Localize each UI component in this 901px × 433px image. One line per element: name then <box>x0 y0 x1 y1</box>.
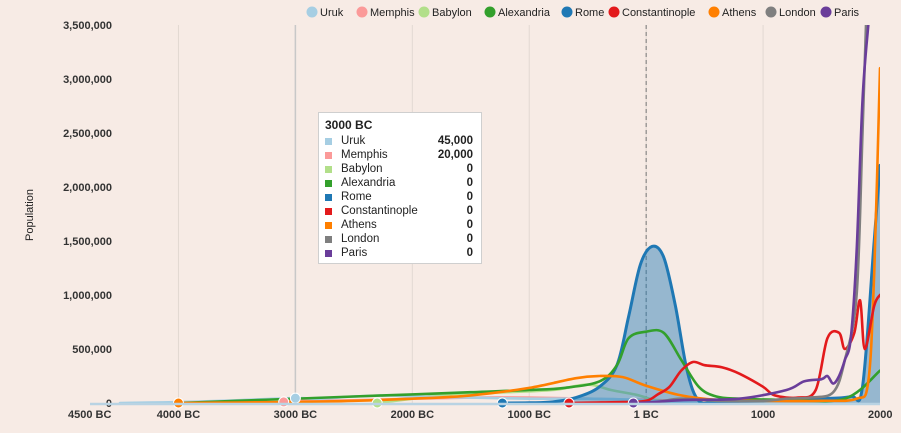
tooltip-swatch <box>325 249 332 257</box>
x-tick-label: 2000 BC <box>391 409 434 421</box>
legend-swatch <box>418 6 430 18</box>
tooltip-series-name: Alexandria <box>341 177 396 189</box>
legend: Uruk Memphis Babylon Alexandria Rome Constant… <box>306 6 860 20</box>
x-tick-label: 1 BC <box>634 409 659 421</box>
tooltip-swatch <box>325 207 332 215</box>
tooltip-series-name: Babylon <box>341 163 383 175</box>
tooltip-series-value: 45,000 <box>437 135 473 147</box>
legend-swatch <box>484 6 496 18</box>
marker-uruk[interactable] <box>289 392 301 404</box>
y-tick-label: 500,000 <box>72 344 112 356</box>
legend-swatch <box>708 6 720 18</box>
legend-label: Babylon <box>432 7 472 19</box>
legend-label: Alexandria <box>498 7 551 19</box>
tooltip-swatch <box>325 235 332 243</box>
y-tick-label: 3,000,000 <box>63 74 112 86</box>
legend-label: Paris <box>834 7 860 19</box>
tooltip-swatch <box>325 151 332 159</box>
tooltip-series-value: 0 <box>466 177 473 189</box>
marker-memphis[interactable] <box>278 396 290 408</box>
y-tick-label: 1,500,000 <box>63 236 112 248</box>
tooltip-row: Paris 0 <box>325 246 473 260</box>
y-tick-label: 2,000,000 <box>63 182 112 194</box>
tooltip-swatch <box>325 137 332 145</box>
tooltip-row: Memphis 20,000 <box>325 148 473 162</box>
reference-lines <box>294 25 647 403</box>
tooltip-row: London 0 <box>325 232 473 246</box>
legend-item-constantinople[interactable]: Constantinople <box>608 6 696 20</box>
tooltip-rows: Uruk 45,000 Memphis 20,000 Babylon 0 Alexandri… <box>325 134 473 260</box>
series-line-athens[interactable] <box>177 66 881 405</box>
x-tick-label: 1000 BC <box>508 409 551 421</box>
tooltip-swatch <box>325 179 332 187</box>
series-line-constantinople[interactable] <box>567 293 880 405</box>
tooltip-series-name: Athens <box>341 219 377 231</box>
legend-item-uruk[interactable]: Uruk <box>306 6 344 20</box>
tooltip-row: Uruk 45,000 <box>325 134 473 148</box>
tooltip-series-value: 0 <box>466 219 473 231</box>
tooltip-series-name: Constantinople <box>341 205 418 217</box>
legend-label: Memphis <box>370 7 415 19</box>
tooltip-row: Athens 0 <box>325 218 473 232</box>
legend-item-london[interactable]: London <box>765 6 816 20</box>
legend-item-babylon[interactable]: Babylon <box>418 6 472 20</box>
legend-swatch <box>765 6 777 18</box>
tooltip-series-name: Uruk <box>341 135 366 147</box>
tooltip-series-name: Paris <box>341 247 368 259</box>
tooltip-series-value: 0 <box>466 163 473 175</box>
y-tick-label: 2,500,000 <box>63 128 112 140</box>
legend-swatch <box>820 6 832 18</box>
tooltip-row: Constantinople 0 <box>325 204 473 218</box>
x-tick-label: 2000 <box>868 409 892 421</box>
legend-label: London <box>779 7 816 19</box>
series-layer <box>118 25 881 405</box>
tooltip-swatch <box>325 221 332 229</box>
tooltip-row: Alexandria 0 <box>325 176 473 190</box>
tooltip-series-value: 0 <box>466 191 473 203</box>
x-tick-label: 1000 <box>751 409 775 421</box>
tooltip-series-value: 20,000 <box>437 149 473 161</box>
y-tick-label: 1,000,000 <box>63 290 112 302</box>
tooltip-swatch <box>325 165 332 173</box>
tooltip: 3000 BC Uruk 45,000 Memphis 20,000 Babylon 0 A… <box>318 112 482 264</box>
series-line-london[interactable] <box>639 25 868 405</box>
tooltip-series-value: 0 <box>466 247 473 259</box>
x-tick-label: 4500 BC <box>68 409 111 421</box>
tooltip-series-value: 0 <box>466 205 473 217</box>
legend-swatch <box>561 6 573 18</box>
legend-item-rome[interactable]: Rome <box>561 6 605 20</box>
legend-item-memphis[interactable]: Memphis <box>356 6 416 20</box>
tooltip-row: Rome 0 <box>325 190 473 204</box>
legend-item-paris[interactable]: Paris <box>820 6 860 20</box>
legend-label: Uruk <box>320 7 344 19</box>
tooltip-series-name: London <box>341 233 380 245</box>
tooltip-series-value: 0 <box>466 233 473 245</box>
legend-swatch <box>306 6 318 18</box>
y-axis: 0500,0001,000,0001,500,0002,000,0002,500… <box>63 20 112 410</box>
tooltip-series-name: Rome <box>341 191 372 203</box>
x-tick-label: 3000 BC <box>274 409 317 421</box>
legend-label: Athens <box>722 7 757 19</box>
tooltip-swatch <box>325 193 332 201</box>
legend-label: Rome <box>575 7 604 19</box>
legend-swatch <box>356 6 368 18</box>
legend-swatch <box>608 6 620 18</box>
x-axis: 4500 BC 4000 BC 3000 BC 2000 BC 1000 BC 1 BC 1… <box>68 402 892 421</box>
legend-item-athens[interactable]: Athens <box>708 6 757 20</box>
y-tick-label: 3,500,000 <box>63 20 112 32</box>
series-line-paris[interactable] <box>632 25 870 405</box>
series-line-rome[interactable] <box>500 163 880 405</box>
tooltip-series-name: Memphis <box>341 149 388 161</box>
legend-label: Constantinople <box>622 7 695 19</box>
series-area-rome <box>502 165 880 404</box>
x-tick-label: 4000 BC <box>157 409 200 421</box>
legend-item-alexandria[interactable]: Alexandria <box>484 6 551 20</box>
y-axis-label: Population <box>24 189 36 241</box>
tooltip-title: 3000 BC <box>325 118 373 132</box>
tooltip-row: Babylon 0 <box>325 162 473 176</box>
